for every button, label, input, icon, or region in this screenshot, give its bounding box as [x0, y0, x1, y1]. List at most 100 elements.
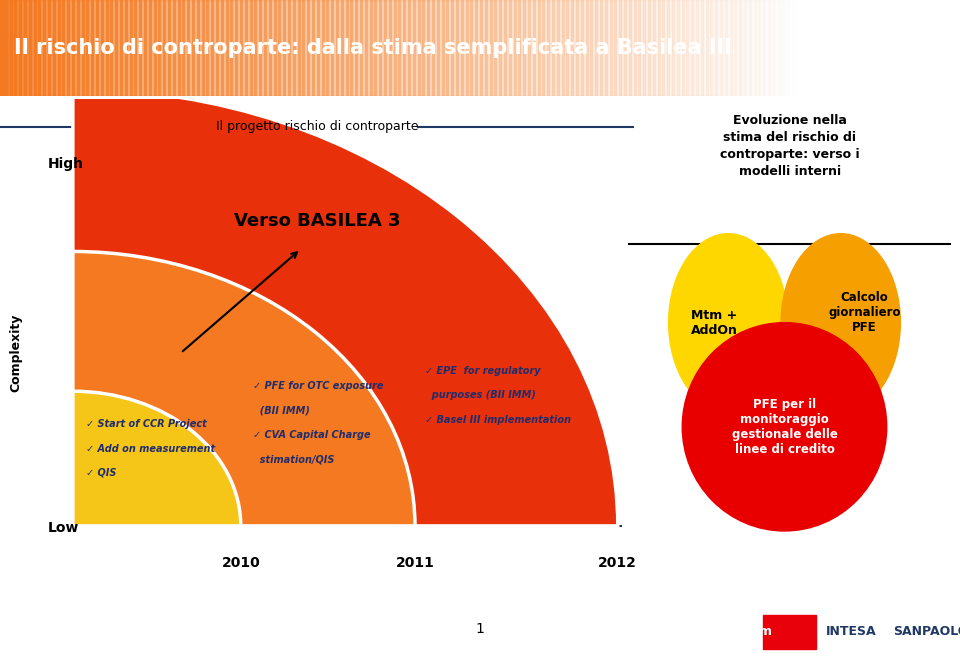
Bar — [336, 0, 343, 96]
Bar — [163, 0, 170, 96]
Bar — [701, 0, 708, 96]
Bar — [922, 0, 928, 96]
Bar — [317, 0, 324, 96]
Bar — [173, 0, 180, 96]
Bar — [43, 0, 50, 96]
Bar — [955, 0, 960, 96]
Bar — [576, 0, 583, 96]
Bar — [821, 0, 828, 96]
Bar — [907, 0, 914, 96]
Bar — [408, 0, 415, 96]
Bar — [715, 0, 722, 96]
Bar — [850, 0, 856, 96]
Bar — [226, 0, 232, 96]
Bar — [893, 0, 900, 96]
Bar — [504, 0, 511, 96]
Text: (BII IMM): (BII IMM) — [253, 405, 310, 415]
Bar — [178, 0, 184, 96]
Text: ✓ QIS: ✓ QIS — [85, 468, 116, 478]
Bar — [806, 0, 813, 96]
Text: m: m — [758, 626, 772, 638]
Bar — [182, 0, 189, 96]
Bar — [254, 0, 261, 96]
Bar — [278, 0, 285, 96]
Bar — [34, 0, 40, 96]
Bar — [298, 0, 304, 96]
Bar — [816, 0, 823, 96]
Bar — [389, 0, 396, 96]
Bar — [720, 0, 727, 96]
Bar — [538, 0, 544, 96]
Text: stimation/QIS: stimation/QIS — [253, 454, 335, 464]
Bar — [0, 0, 7, 96]
Bar — [360, 0, 367, 96]
Bar — [754, 0, 760, 96]
Bar — [547, 0, 554, 96]
Bar — [854, 0, 861, 96]
Bar — [274, 0, 280, 96]
Text: ✓ Basel III implementation: ✓ Basel III implementation — [424, 414, 570, 424]
Bar — [883, 0, 890, 96]
Bar — [619, 0, 626, 96]
Bar — [840, 0, 847, 96]
Bar — [739, 0, 746, 96]
Bar — [778, 0, 784, 96]
Text: PFE per il
monitoraggio
gestionale delle
linee di credito: PFE per il monitoraggio gestionale delle… — [732, 398, 837, 456]
Bar — [614, 0, 621, 96]
Bar — [514, 0, 520, 96]
Bar — [888, 0, 895, 96]
Bar — [374, 0, 381, 96]
Bar — [187, 0, 194, 96]
Bar — [130, 0, 136, 96]
Bar — [250, 0, 256, 96]
Bar — [917, 0, 924, 96]
Bar — [878, 0, 885, 96]
Bar — [734, 0, 741, 96]
Bar — [869, 0, 876, 96]
Circle shape — [781, 234, 900, 412]
Bar — [437, 0, 444, 96]
Bar — [706, 0, 712, 96]
Bar — [101, 0, 108, 96]
Bar — [571, 0, 578, 96]
Bar — [5, 0, 12, 96]
Bar — [475, 0, 482, 96]
Bar — [792, 0, 799, 96]
Bar — [518, 0, 525, 96]
Bar — [845, 0, 852, 96]
Bar — [29, 0, 36, 96]
Bar — [91, 0, 98, 96]
Bar — [72, 0, 79, 96]
Bar — [634, 0, 640, 96]
Bar — [331, 0, 338, 96]
Bar — [533, 0, 540, 96]
Bar — [686, 0, 693, 96]
Bar — [523, 0, 530, 96]
Bar — [470, 0, 477, 96]
Bar — [499, 0, 506, 96]
Bar — [365, 0, 372, 96]
Text: ✓ Start of CCR Project: ✓ Start of CCR Project — [85, 419, 206, 429]
Bar — [154, 0, 160, 96]
Bar — [10, 0, 16, 96]
Bar — [557, 0, 564, 96]
Text: Calcolo
giornaliero
PFE: Calcolo giornaliero PFE — [828, 291, 900, 334]
Bar — [749, 0, 756, 96]
Text: SANPAOLO: SANPAOLO — [893, 626, 960, 638]
Bar — [600, 0, 607, 96]
Bar — [672, 0, 679, 96]
Bar — [456, 0, 463, 96]
Bar — [494, 0, 501, 96]
Bar — [48, 0, 55, 96]
Bar — [168, 0, 175, 96]
Bar — [221, 0, 228, 96]
Text: Mtm +
AddOn: Mtm + AddOn — [691, 309, 738, 337]
Bar — [82, 0, 88, 96]
Bar — [826, 0, 832, 96]
Bar — [595, 0, 602, 96]
Text: 2012: 2012 — [598, 556, 637, 570]
Bar — [197, 0, 204, 96]
Bar — [835, 0, 842, 96]
Bar — [125, 0, 132, 96]
Text: Il progetto rischio di controparte: Il progetto rischio di controparte — [216, 121, 418, 133]
